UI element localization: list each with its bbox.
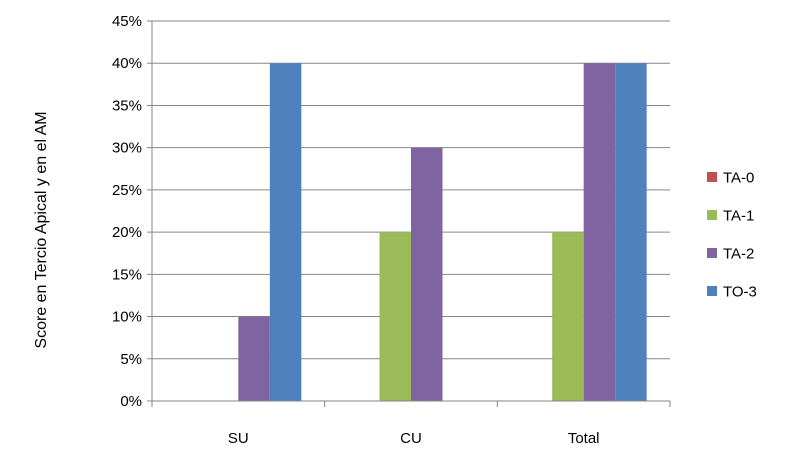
x-tick-label: SU <box>228 430 249 447</box>
axes <box>151 21 670 402</box>
y-tick-label: 5% <box>120 351 142 368</box>
y-tick-label: 0% <box>120 393 142 410</box>
y-tick-label: 45% <box>112 13 142 30</box>
legend-swatch <box>707 248 717 258</box>
x-tick-label: CU <box>400 430 422 447</box>
x-tick-labels: SU CU Total <box>151 401 671 447</box>
y-tick-label: 25% <box>112 182 142 199</box>
legend-swatch <box>707 172 717 182</box>
legend: TA-0 TA-1 TA-2 TO-3 <box>707 170 757 301</box>
y-tick-label: 30% <box>112 140 142 157</box>
x-tick-label: Total <box>568 430 600 447</box>
y-tick-label: 15% <box>112 266 142 283</box>
y-tick-label: 40% <box>112 55 142 72</box>
y-tick-label: 20% <box>112 224 142 241</box>
y-tick-label: 10% <box>112 309 142 326</box>
bar-ta-1 <box>379 232 411 401</box>
legend-swatch <box>707 286 717 296</box>
bar-to-3 <box>615 63 647 401</box>
bar-ta-2 <box>583 63 616 401</box>
bar-ta-2 <box>238 316 270 401</box>
bar-ta-2 <box>411 147 443 401</box>
y-axis-title: Score en Tercio Apical y en el AM <box>33 111 50 348</box>
y-tick-label: 35% <box>112 97 142 114</box>
bar-ta-1 <box>552 232 584 401</box>
legend-label: TA-2 <box>723 246 754 263</box>
y-tick-labels: 0% 5% 10% 15% 20% 25% 30% 35% 40% 45% <box>112 13 152 410</box>
legend-label: TA-0 <box>723 170 754 187</box>
bars <box>238 63 647 401</box>
legend-label: TO-3 <box>723 284 757 301</box>
legend-label: TA-1 <box>723 208 754 225</box>
bar-to-3 <box>269 63 302 401</box>
legend-swatch <box>707 210 717 220</box>
